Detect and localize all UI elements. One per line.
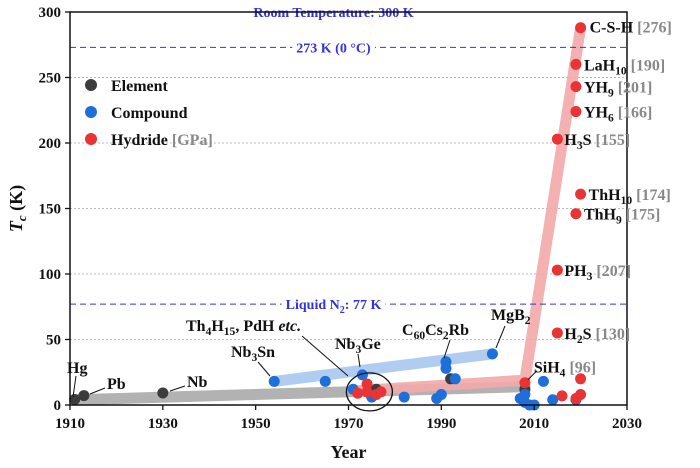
reference-label-273: 273 K (0 °C)	[296, 41, 371, 56]
hydride-label-2: YH9 [201]	[584, 80, 652, 100]
data-points	[69, 22, 587, 412]
legend-label-hydride: Hydride [GPa]	[111, 132, 213, 149]
trend-band-hydride	[352, 22, 587, 397]
point-hydride-14	[375, 386, 387, 398]
reference-label-300: Room Temperature: 300 K	[253, 6, 413, 21]
hydride-label-3: YH6 [166]	[584, 105, 652, 125]
point-hydride-17	[575, 389, 587, 401]
point-hydride-10	[352, 387, 364, 399]
point-hydride-4	[551, 133, 563, 145]
legend: Element Compound Hydride [GPa]	[85, 78, 213, 149]
annotation-leader-nb3sn	[257, 361, 271, 377]
x-tick-label-1970: 1970	[334, 416, 364, 432]
point-hydride-12	[361, 378, 373, 390]
point-hydride-1	[570, 58, 582, 70]
x-tick-label-1990: 1990	[426, 416, 456, 432]
point-compound-1	[319, 375, 331, 387]
x-tick-label-1930: 1930	[148, 416, 178, 432]
reference-label-77: Liquid N2: 77 K	[286, 298, 382, 316]
point-labels: C-S-H [276] LaH10 [190] YH9 [201] YH6 [166]…	[67, 20, 672, 398]
point-hydride-6	[570, 208, 582, 220]
annotation-leader-c60	[443, 339, 451, 359]
annotation-hg: Hg	[67, 360, 87, 377]
annotation-pb: Pb	[107, 376, 126, 393]
annotation-leader-pb	[89, 387, 106, 395]
annotation-nb3ge: Nb3Ge	[335, 336, 381, 356]
legend-label-element: Element	[111, 78, 169, 95]
sih4-leader-line	[527, 370, 538, 381]
legend-label-compound: Compound	[111, 105, 188, 122]
y-tick-label-50: 50	[46, 333, 61, 349]
hydride-label-6: ThH9 [175]	[584, 207, 660, 227]
y-axis-title: Tc (K)	[6, 185, 29, 232]
hydride-label-9: SiH4 [96]	[534, 360, 596, 380]
point-compound-2	[356, 369, 368, 381]
point-compound-9	[440, 356, 452, 368]
annotation-leader-hg	[72, 375, 77, 398]
reference-label-bg	[292, 40, 376, 58]
reference-lines: Room Temperature: 300 K 273 K (0 °C) Liqui…	[70, 5, 627, 318]
point-compound-18	[547, 394, 559, 406]
reference-label-bg	[249, 5, 418, 22]
point-hydride-11	[361, 386, 373, 398]
point-hydride-18	[575, 373, 587, 385]
point-compound-7	[435, 389, 447, 401]
x-tick-label-2030: 2030	[612, 416, 642, 432]
highlight-ellipse	[345, 372, 394, 412]
y-tick-label-200: 200	[39, 136, 62, 152]
legend-marker-hydride	[85, 133, 97, 145]
point-hydride-2	[570, 81, 582, 93]
point-hydride-9	[519, 377, 531, 389]
point-compound-5	[398, 391, 410, 403]
annotation-nb: Nb	[187, 374, 208, 391]
annotation-leader-th4h15	[301, 335, 349, 377]
x-tick-label-1910: 1910	[55, 416, 85, 432]
annotation-c60: C60Cs2Rb	[402, 322, 469, 342]
point-hydride-8	[551, 327, 563, 339]
annotation-leader-mgb2	[495, 325, 506, 349]
x-axis-title: Year	[331, 442, 367, 462]
hydride-label-8: H2S [130]	[564, 326, 630, 346]
point-hydride-15	[556, 390, 568, 402]
annotation-leader-nb	[169, 385, 186, 392]
legend-marker-element	[85, 79, 97, 91]
hydride-label-0: C-S-H [276]	[590, 20, 672, 37]
point-compound-17	[537, 375, 549, 387]
hydride-label-5: ThH10 [174]	[589, 187, 671, 207]
trend-band-compound	[268, 348, 498, 387]
y-tick-label-250: 250	[39, 71, 62, 87]
annotation-th4h15: Th4H15, PdH etc.	[186, 318, 301, 338]
point-element-0	[69, 393, 81, 405]
point-hydride-0	[575, 22, 587, 34]
hydride-label-7: PH3 [207]	[564, 263, 631, 283]
point-element-2	[157, 387, 169, 399]
y-tick-label-150: 150	[39, 202, 62, 218]
point-compound-13	[519, 389, 531, 401]
y-tick-label-300: 300	[39, 5, 62, 21]
point-hydride-5	[575, 188, 587, 200]
x-tick-label-1950: 1950	[241, 416, 271, 432]
annotation-nb3sn: Nb3Sn	[231, 344, 275, 364]
point-hydride-7	[551, 264, 563, 276]
point-compound-10	[449, 373, 461, 385]
x-tick-label-2010: 2010	[519, 416, 549, 432]
point-compound-0	[268, 375, 280, 387]
axes: 1910 1930 1950 1970 1990 2010 2030 0 50 100 150 200…	[6, 5, 642, 462]
annotation-leader-nb3ge	[357, 353, 361, 368]
hydride-label-4: H3S [155]	[564, 132, 630, 152]
point-compound-11	[486, 348, 498, 360]
y-tick-label-0: 0	[54, 398, 62, 414]
legend-marker-compound	[85, 106, 97, 118]
reference-label-bg	[281, 297, 386, 318]
point-element-1	[78, 390, 90, 402]
annotation-mgb2: MgB2	[491, 307, 531, 327]
y-tick-label-100: 100	[39, 267, 62, 283]
point-hydride-3	[570, 106, 582, 118]
hydride-label-1: LaH10 [190]	[584, 57, 665, 77]
